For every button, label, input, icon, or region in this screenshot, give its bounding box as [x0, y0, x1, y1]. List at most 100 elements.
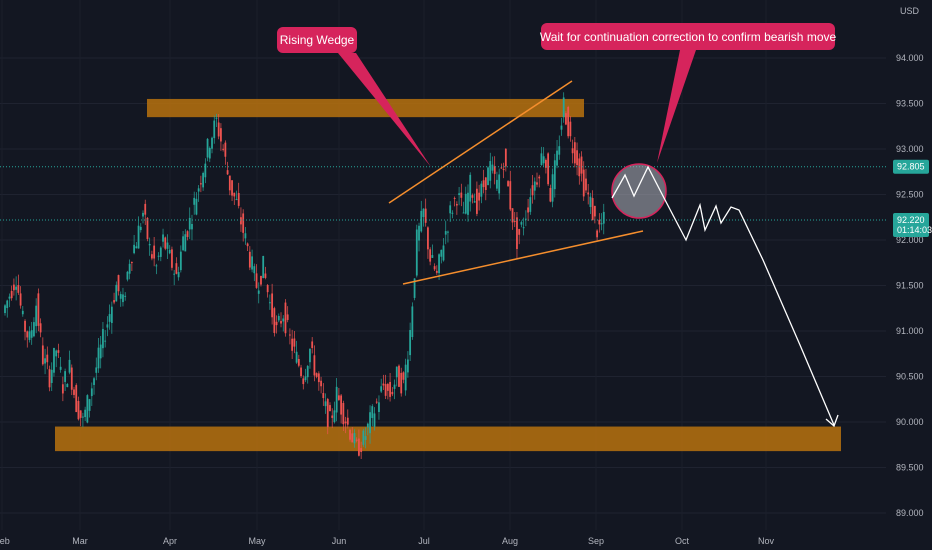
candle-body [204, 163, 207, 178]
candle-body [447, 231, 449, 233]
candle-body [28, 331, 31, 340]
candle-body [44, 358, 46, 364]
candle-body [153, 245, 156, 259]
candle-body [315, 373, 318, 377]
candle-body [444, 231, 447, 235]
candle-body [255, 273, 258, 288]
candle-body [215, 117, 218, 119]
candle-body [86, 395, 89, 423]
candle-body [569, 121, 572, 137]
candle-body [162, 234, 164, 242]
candle-body [362, 430, 365, 445]
candle-body [478, 192, 481, 201]
candle-body [191, 224, 193, 230]
candle-body [460, 192, 463, 198]
candle-body [130, 262, 133, 264]
candle-body [197, 188, 200, 192]
candle-body [375, 401, 378, 403]
candle-body [146, 217, 149, 239]
candle-body [455, 204, 458, 206]
candle-body [342, 402, 345, 425]
price-tick-label: 92.500 [896, 190, 924, 200]
candle-body [157, 255, 160, 257]
candle-body [79, 410, 82, 418]
candle-body [193, 197, 196, 205]
candle-body [349, 429, 351, 440]
candle-body [106, 324, 109, 328]
candle-body [313, 355, 316, 376]
candle-body [320, 380, 322, 387]
support-zone [55, 426, 841, 452]
candle-body [24, 320, 26, 332]
candle-body [126, 271, 129, 280]
candle-body [500, 167, 503, 169]
candle-body [124, 295, 127, 297]
candle-body [77, 400, 80, 420]
candle-body [251, 256, 253, 270]
candle-body [406, 359, 409, 373]
candle-body [326, 398, 329, 428]
candle-body [331, 415, 334, 418]
candle-body [208, 148, 211, 159]
candle-body [95, 367, 98, 373]
candle-body [346, 417, 349, 425]
candle-body [226, 170, 229, 175]
wedge-upper-trendline [388, 80, 573, 204]
candle-body [19, 293, 22, 306]
candle-body [475, 188, 478, 214]
candle-body [518, 229, 521, 235]
candle-body [400, 372, 403, 394]
candle-body [402, 372, 405, 380]
candle-body [97, 347, 100, 369]
candle-body [329, 405, 331, 411]
candle-body [70, 367, 73, 390]
candle-body [582, 169, 585, 197]
candle-body [529, 197, 532, 212]
candle-body [353, 433, 356, 444]
price-axis[interactable]: 94.000 93.500 93.000 92.500 92.000 91.500 91.0… [896, 53, 924, 518]
price-tick-label: 89.500 [896, 463, 924, 473]
candle-body [464, 193, 467, 214]
candle-body [199, 183, 202, 185]
candle-body [469, 174, 472, 202]
candle-body [188, 217, 191, 230]
candle-body [173, 273, 176, 275]
candle-body [473, 201, 476, 203]
candle-body [344, 421, 347, 424]
candle-body [549, 188, 552, 202]
candle-body [306, 366, 309, 378]
price-tick-label: 91.000 [896, 326, 924, 336]
candle-body [366, 423, 369, 428]
candle-body [182, 236, 184, 251]
candle-body [286, 314, 289, 320]
candle-body [186, 231, 189, 237]
time-tick-label: Jun [332, 536, 347, 546]
time-tick-label: Nov [758, 536, 775, 546]
candle-body [90, 388, 93, 397]
current-price-value: 92.220 [897, 215, 925, 225]
candle-body [39, 323, 42, 333]
time-tick-label: Oct [675, 536, 690, 546]
price-tick-label: 90.500 [896, 372, 924, 382]
rising-wedge [388, 80, 644, 285]
candle-body [431, 255, 434, 258]
candle-body [59, 366, 62, 370]
candle-body [389, 382, 391, 397]
candle-body [253, 266, 256, 274]
price-tick-label: 92.000 [896, 235, 924, 245]
candle-body [26, 331, 29, 338]
resistance-zone [147, 98, 584, 118]
candle-body [6, 300, 9, 309]
candle-body [386, 383, 389, 391]
candle-body [171, 249, 173, 268]
candle-body [591, 198, 594, 221]
time-axis[interactable]: Feb Mar Apr May Jun Jul Aug Sep Oct Nov [0, 536, 774, 546]
time-tick-label: Apr [163, 536, 177, 546]
candle-body [237, 192, 240, 206]
candle-body [297, 359, 300, 366]
candle-body [242, 213, 245, 233]
candle-body [358, 438, 360, 456]
candle-body [409, 330, 412, 356]
